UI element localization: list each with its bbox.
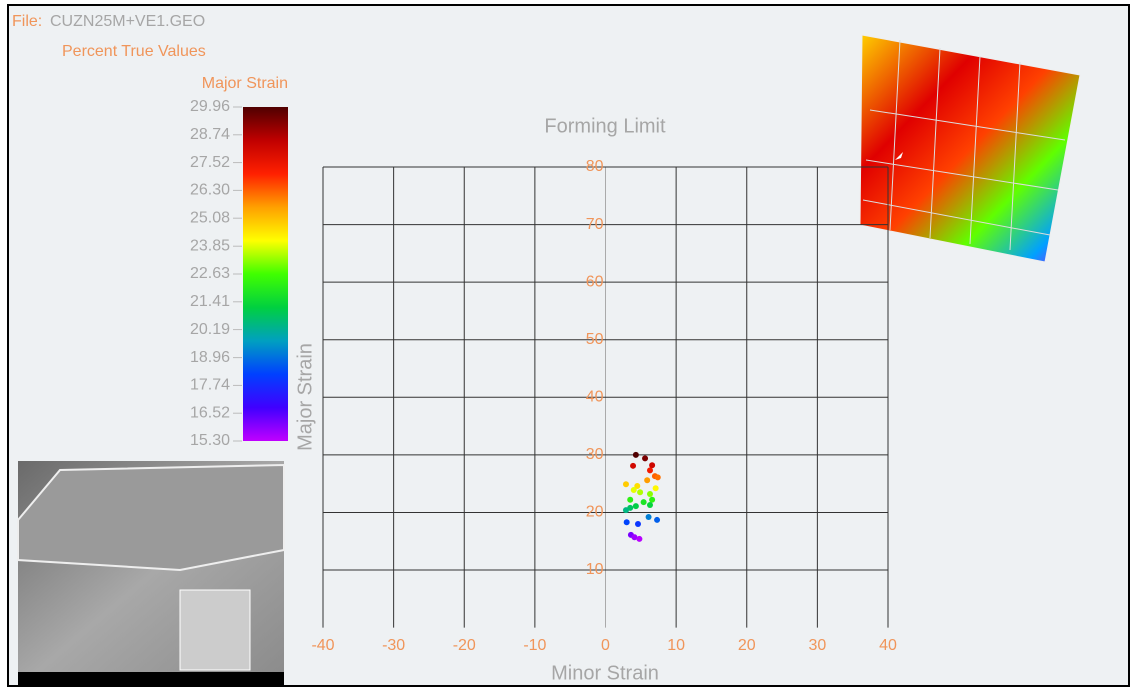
data-point [646,501,653,508]
x-tick-label: 10 [667,637,685,654]
x-tick-label: 20 [738,637,756,654]
colorbar-tick-label: 17.74 [190,377,230,394]
y-tick-label: 60 [586,273,604,290]
data-point [645,514,652,521]
mesh-grid [862,39,1066,251]
data-point [640,499,647,506]
colorbar-tick-label: 21.41 [190,293,230,310]
data-point [636,535,643,542]
x-tick-label: -20 [453,637,476,654]
x-tick-label: 0 [601,637,610,654]
data-point [646,467,653,474]
strain-mesh [859,34,1081,263]
mode-label: Percent True Values [62,43,206,60]
data-point [630,486,637,493]
x-tick-label: -10 [523,637,546,654]
y-tick-label: 40 [586,389,604,406]
colorbar-tick-label: 16.52 [190,404,230,421]
y-tick-label: 30 [586,446,604,463]
data-point [644,477,651,484]
chart-title: Forming Limit [544,115,666,137]
cursor [895,152,903,160]
colorbar-tick-label: 18.96 [190,349,230,366]
y-tick-label: 50 [586,331,604,348]
colorbar-tick-label: 22.63 [190,265,230,282]
y-tick-label: 10 [586,561,604,578]
x-tick-label: 40 [879,637,897,654]
y-tick-label: 70 [586,216,604,233]
y-tick-label: 80 [586,158,604,175]
photo-bar [18,672,284,687]
camera-photo [17,461,285,687]
cube-icon [179,589,251,671]
data-point [634,482,641,489]
data-point [631,534,638,541]
data-point [654,516,661,523]
data-point [649,462,656,469]
mesh-view [859,34,1081,263]
data-point [649,496,656,503]
data-point [632,503,639,510]
colorbar-title: Major Strain [202,75,288,92]
data-point [622,481,629,488]
sheet [17,463,285,572]
colorbar [243,107,288,441]
colorbar-tick-label: 26.30 [190,182,230,199]
data-point [646,491,653,498]
x-tick-label: 30 [808,637,826,654]
colorbar-tick-label: 28.74 [190,126,230,143]
colorbar-tick-label: 29.96 [190,98,230,115]
data-point [627,496,634,503]
data-point [622,507,629,514]
data-point [642,455,649,462]
data-point [623,519,630,526]
data-point [652,485,659,492]
file-name: CUZN25M+VE1.GEO [50,13,205,30]
colorbar-tick-label: 23.85 [190,237,230,254]
data-point [634,520,641,527]
data-point [654,474,661,481]
data-point [630,462,637,469]
x-axis-label: Minor Strain [551,662,659,684]
x-tick-label: -30 [382,637,405,654]
y-axis-label: Major Strain [294,343,316,451]
x-tick-label: -40 [311,637,334,654]
y-tick-label: 20 [586,504,604,521]
file-label: File: [12,13,42,30]
data-point [637,489,644,496]
colorbar-tick-label: 27.52 [190,154,230,171]
data-point [632,451,639,458]
colorbar-tick-label: 15.30 [190,432,230,449]
colorbar-tick-label: 20.19 [190,321,230,338]
colorbar-tick-label: 25.08 [190,209,230,226]
